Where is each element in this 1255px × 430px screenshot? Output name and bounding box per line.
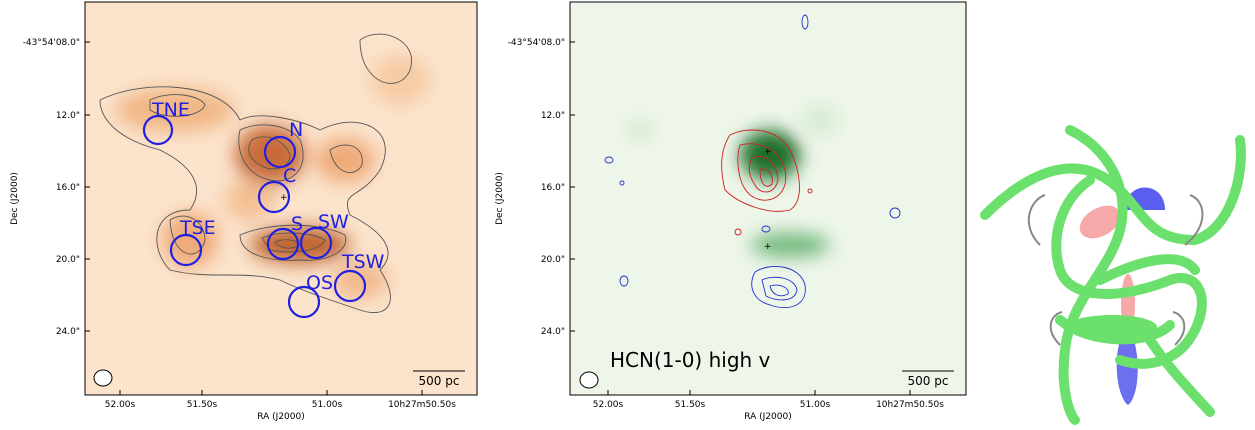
y-tick-label: 12.0" xyxy=(56,111,80,121)
frame xyxy=(84,1,478,396)
x-axis-label: RA (J2000) xyxy=(257,412,305,422)
region-label: SW xyxy=(318,211,349,233)
region-label: TSW xyxy=(341,251,385,273)
svg-text:+: + xyxy=(764,242,772,252)
beam xyxy=(93,369,113,387)
region-label: TNE xyxy=(151,99,190,121)
y-tick-label: 16.0" xyxy=(541,183,565,193)
region-label: S xyxy=(291,213,303,235)
x-tick-label: 51.00s xyxy=(312,400,343,410)
y-tick-label: 24.0" xyxy=(541,327,565,337)
svg-text:+: + xyxy=(764,147,772,157)
beam xyxy=(579,371,599,389)
image-panel-1 xyxy=(85,2,477,395)
x-tick-label: 51.50s xyxy=(675,400,706,410)
x-tick-label: 51.50s xyxy=(187,400,218,410)
x-axis-label: RA (J2000) xyxy=(744,412,792,422)
y-axis-label: Dec (J2000) xyxy=(495,172,505,225)
region-label: C xyxy=(283,165,296,187)
y-axis-label: Dec (J2000) xyxy=(10,172,20,225)
y-tick-label: 24.0" xyxy=(56,327,80,337)
region-label: OS xyxy=(306,272,333,294)
region-circles xyxy=(142,114,367,319)
cartoon xyxy=(980,125,1246,425)
y-tick-label: 20.0" xyxy=(541,255,565,265)
frame xyxy=(569,1,967,396)
region-label: TSE xyxy=(179,217,216,239)
y-tick-label: 20.0" xyxy=(56,255,80,265)
region-label: N xyxy=(289,119,303,141)
x-tick-label: 10h27m50.50s xyxy=(388,400,456,410)
y-tick-label: -43°54'08.0" xyxy=(508,38,565,48)
x-tick-label: 51.00s xyxy=(800,400,831,410)
x-tick-label: 52.00s xyxy=(105,400,136,410)
y-tick-label: 12.0" xyxy=(541,111,565,121)
image-panel-2: + + xyxy=(570,2,966,395)
scale-bar-label: 500 pc xyxy=(908,374,949,388)
panel-label: HCN(1-0) high v xyxy=(610,348,771,372)
plus: + xyxy=(280,193,288,203)
x-tick-label: 10h27m50.50s xyxy=(876,400,944,410)
scale-bar-label: 500 pc xyxy=(419,374,460,388)
x-tick-label: 52.00s xyxy=(593,400,624,410)
y-tick-label: -43°54'08.0" xyxy=(23,38,80,48)
y-tick-label: 16.0" xyxy=(56,183,80,193)
